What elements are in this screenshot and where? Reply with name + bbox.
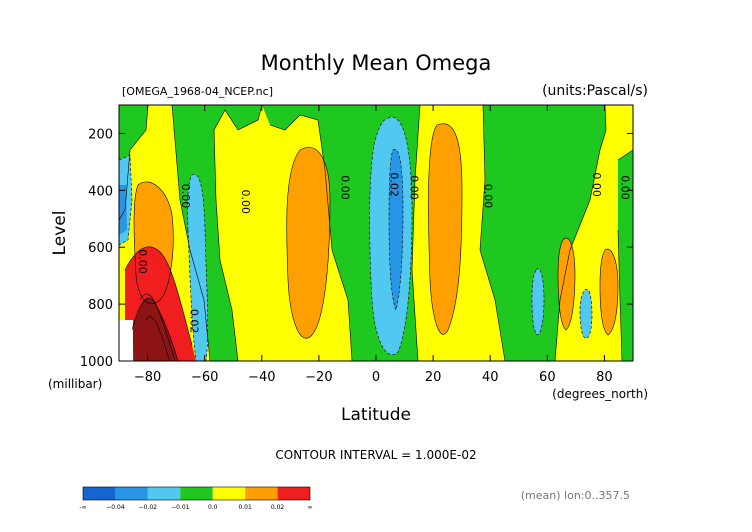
colorbar-label: 0.01 <box>238 504 252 511</box>
cell-darkred-south-pole <box>132 298 178 361</box>
colorbar-label: 0.0 <box>208 504 218 511</box>
contour-lines <box>119 105 633 361</box>
colorbar-label: 0.02 <box>271 504 285 511</box>
contour-label: 0.00 <box>482 184 495 209</box>
x-tick-label: 80 <box>596 370 613 385</box>
y-tick-label: 400 <box>88 184 113 199</box>
y-tick-label: 1000 <box>80 355 113 370</box>
y-axis: 200 400 600 800 1000 <box>80 127 633 370</box>
contour-label: 0.00 <box>179 184 192 209</box>
contour-label: 0.00 <box>136 249 149 274</box>
cell-blue-equator-core <box>389 149 403 310</box>
band-green-pole <box>618 150 633 361</box>
x-tick-label: −80 <box>134 370 161 385</box>
contour-line-labels: 0.00 0.00 0.00 0.02 0.00 0.00 0.00 0.00 0.00 0.02 <box>136 172 632 333</box>
contour-label: 0.00 <box>407 175 420 200</box>
cell-blue-south-pole <box>119 185 127 235</box>
cell-cyan-north-70 <box>580 289 592 339</box>
colorbar-swatch <box>83 487 116 500</box>
y-axis-units: (millibar) <box>48 377 102 391</box>
cell-orange-north-60 <box>558 238 575 330</box>
chart-title: Monthly Mean Omega <box>261 51 492 75</box>
colorbar-label: -∞ <box>79 504 86 511</box>
colorbar-label: −0.04 <box>106 504 125 511</box>
contour-interval-label: CONTOUR INTERVAL = 1.000E-02 <box>275 448 476 462</box>
x-tick-label: 60 <box>539 370 556 385</box>
cell-cyan-south-60 <box>187 174 208 361</box>
contour-label: 0.00 <box>590 172 603 197</box>
contour-label: 0.02 <box>187 309 200 334</box>
x-axis-label: Latitude <box>341 405 411 425</box>
x-tick-label: 20 <box>425 370 442 385</box>
x-tick-label: 40 <box>482 370 499 385</box>
colorbar-label: −0.02 <box>139 504 158 511</box>
cell-orange-north-83 <box>600 249 618 335</box>
x-axis-units: (degrees_north) <box>552 387 648 401</box>
y-tick-label: 600 <box>88 241 113 256</box>
x-tick-label: −20 <box>305 370 332 385</box>
colorbar-frame <box>82 486 311 501</box>
y-tick-label: 200 <box>88 127 113 142</box>
cell-orange-southern-tropics <box>286 147 330 339</box>
colorbar-label: ∞ <box>308 504 313 511</box>
x-tick-label: 0 <box>372 370 380 385</box>
x-tick-label: −40 <box>248 370 275 385</box>
file-label: [OMEGA_1968-04_NCEP.nc] <box>122 85 273 98</box>
colorbar-swatch <box>180 487 213 500</box>
cell-cyan-north-55 <box>532 268 544 335</box>
contour-label: 0.00 <box>339 175 352 200</box>
footer-label: (mean) lon:0..357.5 <box>521 489 630 502</box>
y-axis-label: Level <box>50 211 70 256</box>
colorbar: -∞ −0.04 −0.02 −0.01 0.0 0.01 0.02 ∞ <box>79 486 313 511</box>
band-green-south-midlat <box>172 105 262 361</box>
band-green-north <box>480 105 606 361</box>
missing-data-region <box>119 320 133 361</box>
contour-label: 0.00 <box>239 189 252 214</box>
colorbar-label: −0.01 <box>171 504 190 511</box>
contour-label: 0.00 <box>619 175 632 200</box>
colorbar-swatch <box>277 487 310 500</box>
colorbar-swatch <box>147 487 181 500</box>
x-axis: −80 −60 −40 −20 0 20 40 60 80 <box>134 105 613 385</box>
x-tick-label: −60 <box>191 370 218 385</box>
contour-plot-area: 0.00 0.00 0.00 0.02 0.00 0.00 0.00 0.00 0.00 0.02 <box>119 105 633 361</box>
colorbar-swatch <box>212 487 246 500</box>
contour-lines-negative <box>119 116 593 361</box>
y-tick-label: 800 <box>88 298 113 313</box>
units-label: (units:Pascal/s) <box>542 83 648 99</box>
contour-label: 0.02 <box>387 172 400 197</box>
colorbar-swatch <box>115 487 148 500</box>
colorbar-swatch <box>245 487 278 500</box>
cell-orange-northern-tropics <box>428 123 462 335</box>
